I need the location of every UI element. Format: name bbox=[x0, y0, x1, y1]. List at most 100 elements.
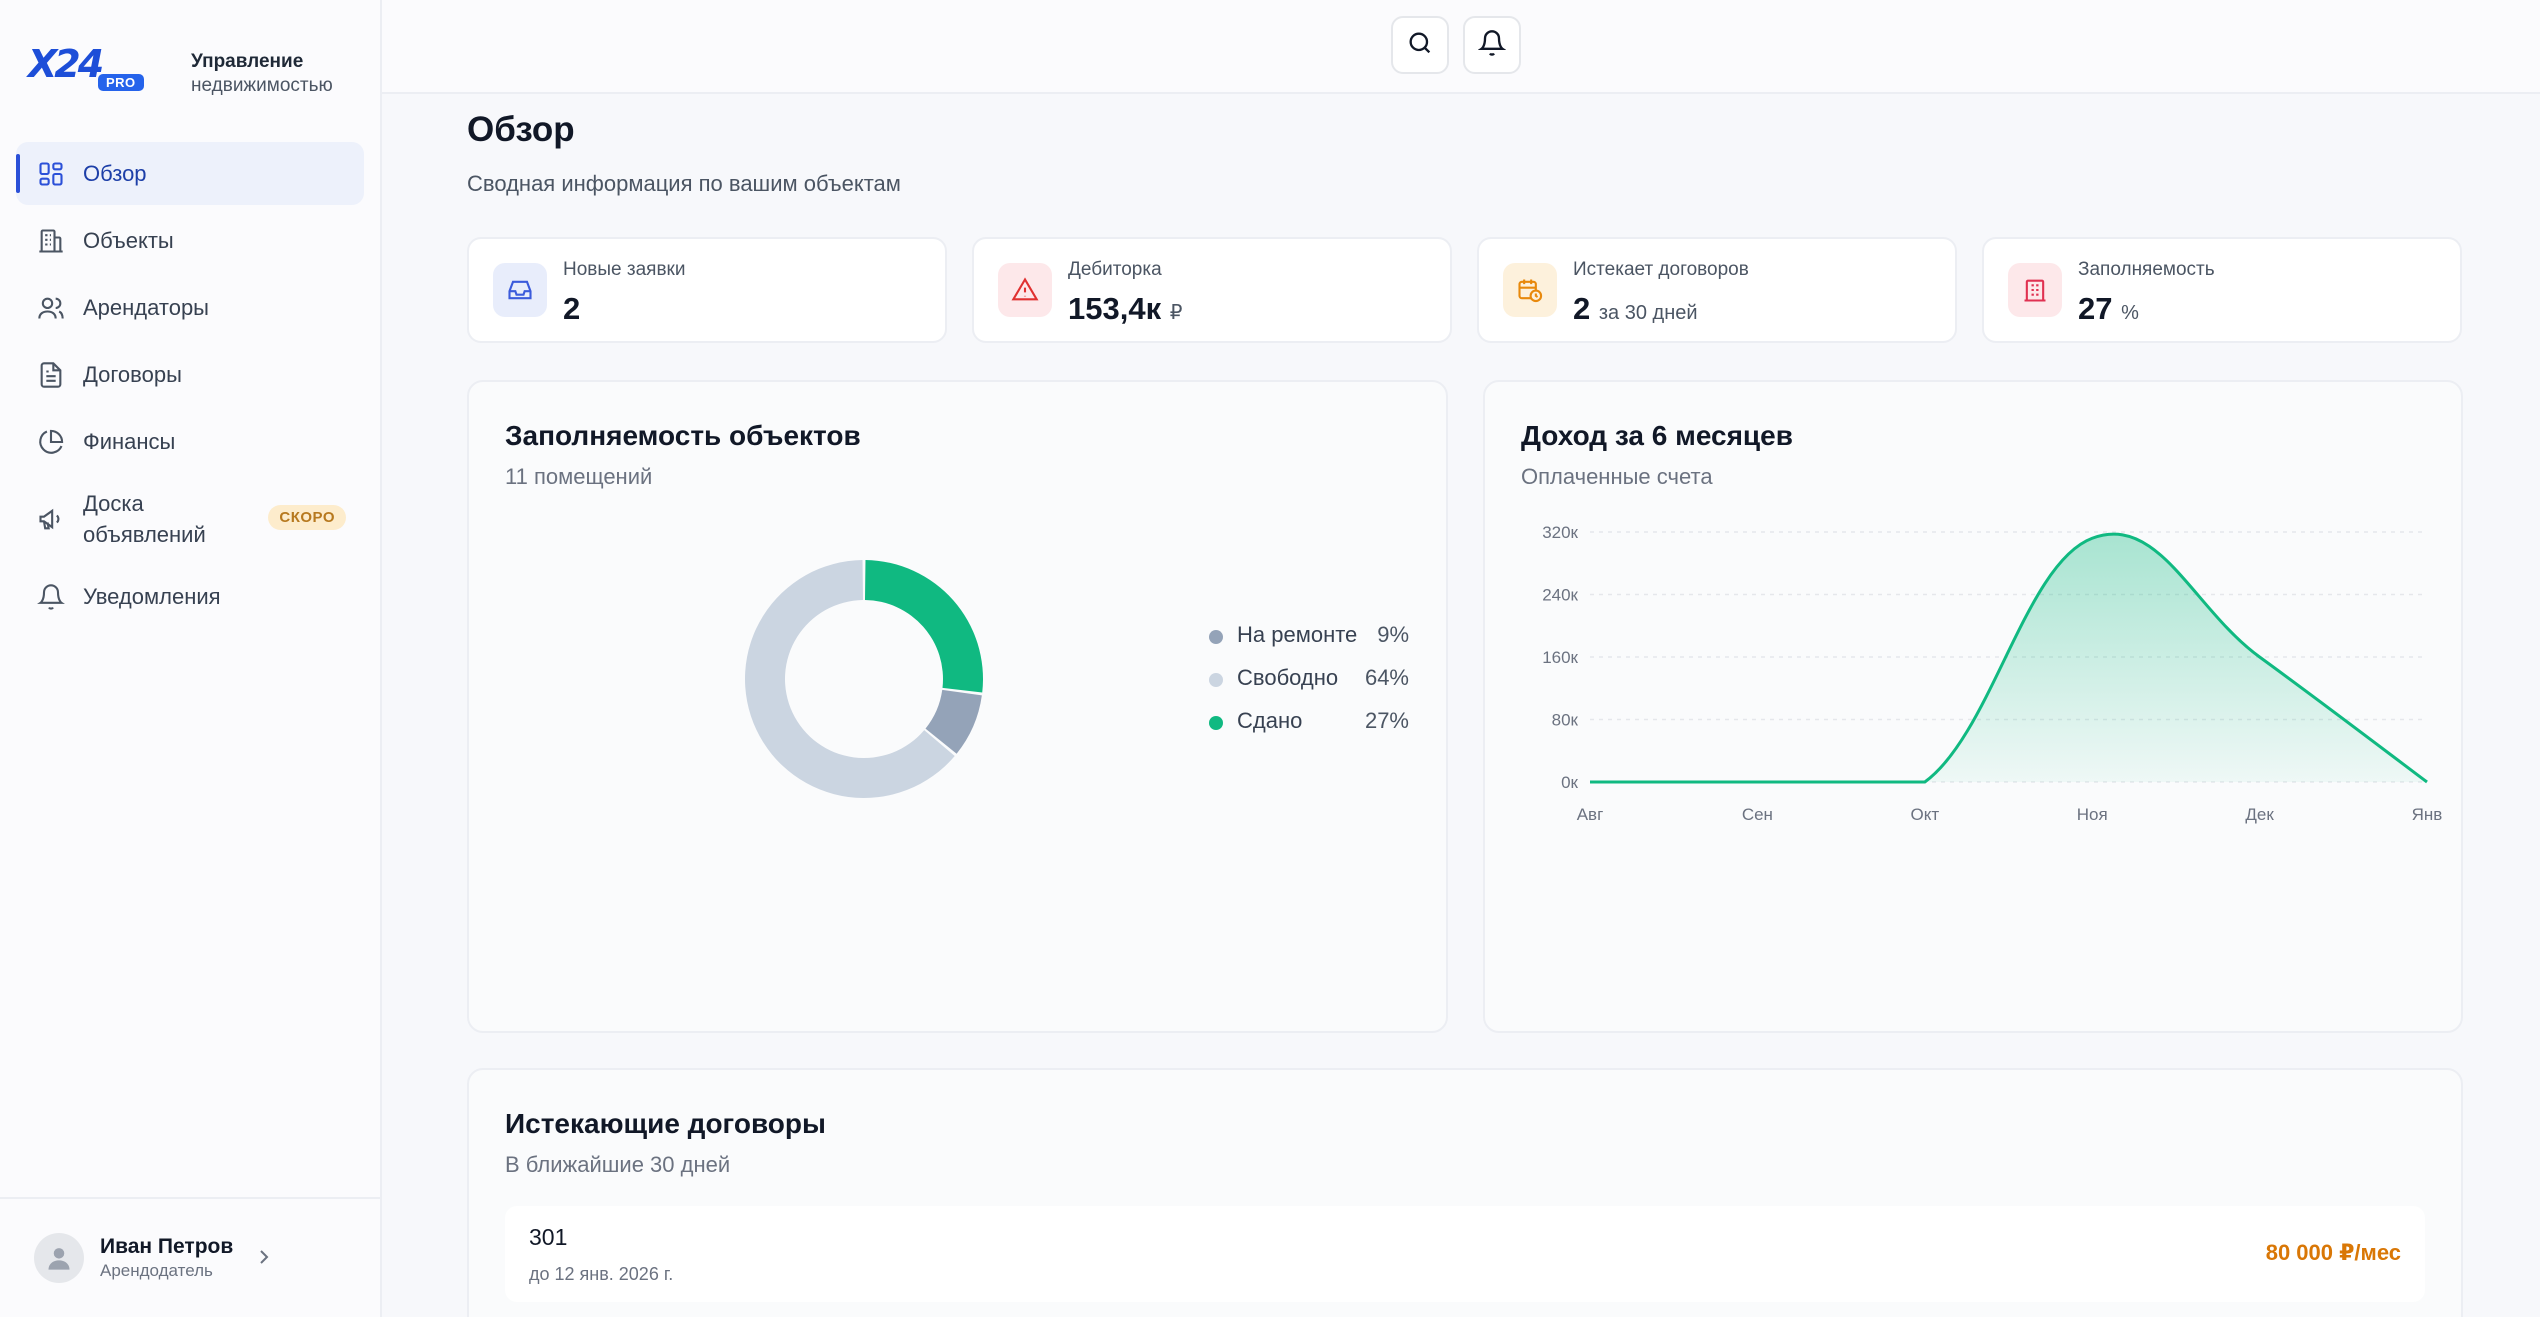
income-area-fill bbox=[1590, 534, 2427, 782]
y-tick-label: 240к bbox=[1542, 586, 1578, 605]
sidebar-item-label: Обзор bbox=[83, 160, 147, 186]
search-icon bbox=[1406, 29, 1434, 62]
document-icon bbox=[36, 360, 66, 390]
donut-chart bbox=[745, 560, 983, 798]
sidebar-item-label: Арендаторы bbox=[83, 294, 209, 320]
occupancy-legend: На ремонте 9% Свободно 64% Сдано 27% bbox=[1209, 622, 1409, 751]
sidebar-item-label: Объекты bbox=[83, 227, 174, 253]
stat-suffix: % bbox=[2121, 302, 2139, 324]
panel-subtitle: Оплаченные счета bbox=[1521, 464, 1713, 489]
panel-subtitle: В ближайшие 30 дней bbox=[505, 1152, 731, 1177]
warning-icon bbox=[998, 263, 1052, 317]
brand[interactable]: X24 PRO Управление недвижимостью bbox=[28, 44, 333, 96]
stat-value: 27 % bbox=[2078, 291, 2139, 327]
user-info: Иван Петров Арендодатель bbox=[100, 1234, 233, 1282]
stat-card-occupancy[interactable]: Заполняемость 27 % bbox=[1982, 237, 2462, 343]
sidebar-item-finance[interactable]: Финансы bbox=[16, 410, 364, 473]
legend-item: Сдано 27% bbox=[1209, 708, 1409, 751]
contract-date: до 12 янв. 2026 г. bbox=[529, 1264, 674, 1284]
users-icon bbox=[36, 293, 66, 323]
income-area-chart: 0к 80к 160к 240к 320к Авг Сен Окт Ноя Дек Янв bbox=[1542, 523, 2443, 824]
income-panel: Доход за 6 месяцев Оплаченные счета 0к 80… bbox=[1483, 380, 2463, 1033]
legend-dot bbox=[1209, 673, 1223, 687]
panel-title: Доход за 6 месяцев bbox=[1521, 420, 1793, 451]
legend-item: На ремонте 9% bbox=[1209, 622, 1409, 665]
sidebar-item-tenants[interactable]: Арендаторы bbox=[16, 276, 364, 339]
x-tick-label: Авг bbox=[1577, 805, 1604, 824]
stat-card-new-requests[interactable]: Новые заявки 2 bbox=[467, 237, 947, 343]
sidebar-item-notifications[interactable]: Уведомления bbox=[16, 565, 364, 628]
notifications-button[interactable] bbox=[1463, 16, 1521, 74]
income-line[interactable] bbox=[1590, 532, 2428, 784]
search-button[interactable] bbox=[1391, 16, 1449, 74]
stat-label: Заполняемость bbox=[2078, 259, 2215, 280]
page-subtitle: Сводная информация по вашим объектам bbox=[467, 171, 901, 196]
avatar bbox=[34, 1233, 84, 1283]
brand-subtitle: недвижимостью bbox=[191, 75, 333, 96]
pie-chart-icon bbox=[36, 427, 66, 457]
y-tick-label: 80к bbox=[1552, 711, 1579, 730]
y-tick-label: 320к bbox=[1542, 523, 1578, 542]
stat-card-receivables[interactable]: Дебиторка 153,4к ₽ bbox=[972, 237, 1452, 343]
sidebar-item-overview[interactable]: Обзор bbox=[16, 142, 364, 205]
occupancy-panel: Заполняемость объектов 11 помещений На р… bbox=[467, 380, 1448, 1033]
user-role: Арендодатель bbox=[100, 1261, 213, 1280]
stat-value: 153,4к ₽ bbox=[1068, 291, 1182, 327]
panel-title: Истекающие договоры bbox=[505, 1108, 826, 1139]
stat-label: Новые заявки bbox=[563, 259, 686, 280]
y-tick-label: 0к bbox=[1561, 773, 1578, 792]
sidebar-item-label: Уведомления bbox=[83, 583, 221, 609]
page-title: Обзор bbox=[467, 110, 575, 149]
logo[interactable]: X24 PRO bbox=[28, 44, 152, 94]
legend-label: Свободно bbox=[1237, 665, 1339, 690]
stat-number: 2 bbox=[563, 291, 581, 326]
user-name: Иван Петров bbox=[100, 1235, 234, 1258]
sidebar-item-label: Договоры bbox=[83, 361, 182, 387]
x-tick-label: Сен bbox=[1742, 805, 1773, 824]
brand-text: Управление недвижимостью bbox=[191, 50, 391, 98]
legend-value: 64% bbox=[1364, 665, 1409, 690]
legend-dot bbox=[1209, 716, 1223, 730]
stat-suffix: за 30 дней bbox=[1598, 302, 1698, 324]
stat-card-expiring-contracts[interactable]: Истекает договоров 2 за 30 дней bbox=[1477, 237, 1957, 343]
contract-row[interactable]: 301 до 12 янв. 2026 г. 80 000 ₽/мес bbox=[505, 1206, 2425, 1302]
sidebar-item-board[interactable]: Доска объявлений СКОРО bbox=[16, 477, 364, 561]
brand-title: Управление bbox=[191, 51, 304, 72]
bell-icon bbox=[1477, 29, 1507, 62]
bell-icon bbox=[36, 582, 66, 612]
sidebar-item-label: Доска объявлений bbox=[83, 491, 206, 547]
inbox-icon bbox=[493, 263, 547, 317]
x-tick-label: Окт bbox=[1910, 805, 1939, 824]
stat-label: Дебиторка bbox=[1068, 259, 1162, 280]
sidebar: X24 PRO Управление недвижимостью Обзор О… bbox=[0, 0, 382, 1317]
panel-subtitle: 11 помещений bbox=[505, 464, 653, 489]
donut-slice[interactable] bbox=[745, 560, 955, 798]
user-profile[interactable]: Иван Петров Арендодатель bbox=[0, 1197, 380, 1317]
legend-value: 27% bbox=[1364, 708, 1409, 733]
building-icon bbox=[36, 226, 66, 256]
logo-pro-badge: PRO bbox=[98, 74, 144, 91]
logo-text: X24 bbox=[28, 42, 104, 86]
stat-number: 2 bbox=[1573, 291, 1591, 326]
sidebar-item-objects[interactable]: Объекты bbox=[16, 209, 364, 272]
topbar bbox=[382, 0, 2540, 94]
megaphone-icon bbox=[36, 504, 66, 534]
chevron-right-icon[interactable] bbox=[256, 1247, 272, 1272]
sidebar-item-contracts[interactable]: Договоры bbox=[16, 343, 364, 406]
building-icon bbox=[2008, 263, 2062, 317]
contract-number: 301 bbox=[529, 1224, 568, 1250]
donut-slice[interactable] bbox=[864, 560, 983, 693]
expiring-contracts-panel: Истекающие договоры В ближайшие 30 дней … bbox=[467, 1068, 2463, 1317]
x-tick-label: Янв bbox=[2412, 805, 2443, 824]
legend-item: Свободно 64% bbox=[1209, 665, 1409, 708]
contract-price: 80 000 ₽/мес bbox=[2265, 1240, 2401, 1265]
sidebar-item-label: Финансы bbox=[83, 428, 176, 454]
stat-value: 2 за 30 дней bbox=[1573, 291, 1698, 327]
x-tick-label: Ноя bbox=[2077, 805, 2108, 824]
legend-value: 9% bbox=[1377, 622, 1409, 647]
sidebar-nav: Обзор Объекты Арендаторы Договоры Финанс… bbox=[16, 142, 364, 632]
calendar-clock-icon bbox=[1503, 263, 1557, 317]
soon-badge: СКОРО bbox=[268, 505, 346, 530]
donut-slice[interactable] bbox=[925, 689, 982, 754]
y-tick-label: 160к bbox=[1542, 648, 1578, 667]
